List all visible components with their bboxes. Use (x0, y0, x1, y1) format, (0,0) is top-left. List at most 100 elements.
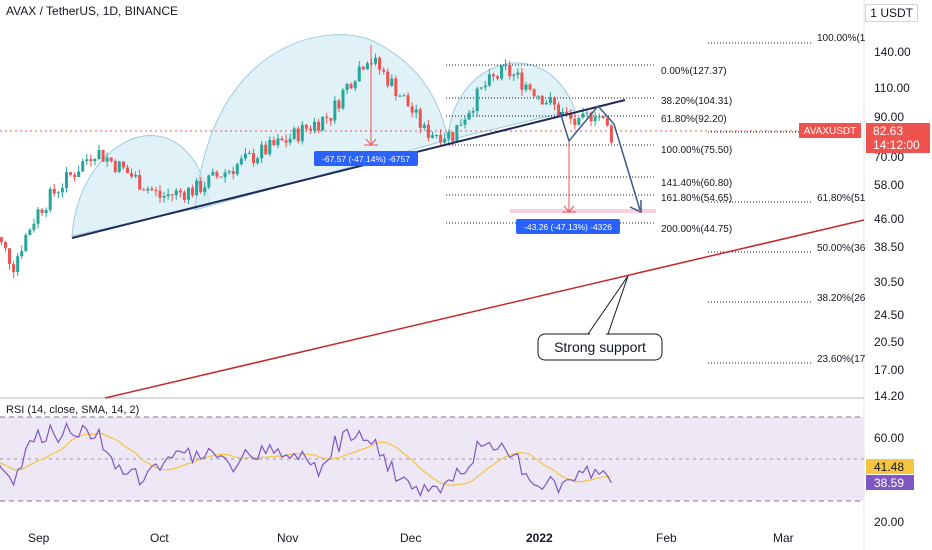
candle-body (231, 171, 235, 175)
candle-body (89, 159, 93, 162)
fib-outer (708, 42, 812, 364)
candle-body (443, 138, 447, 143)
candle-body (536, 95, 540, 97)
candle-body (565, 112, 569, 114)
candle-body (577, 117, 581, 125)
candle-body (406, 95, 410, 107)
price-tick: 140.00 (874, 45, 911, 59)
fib-labels-outer: 100.00%(1 61.80%(51 50.00%(36 38.20%(26 … (817, 33, 866, 365)
currency-unit[interactable]: 1 USDT (865, 4, 918, 22)
candle-body (207, 175, 211, 188)
currency-unit-label: USDT (880, 6, 913, 20)
candle-body (500, 65, 504, 79)
candle-body (150, 188, 154, 191)
rsi-sma-line (0, 432, 612, 486)
rsi-band (0, 417, 864, 501)
measure-arrow-1 (364, 45, 378, 146)
candle-body (471, 111, 475, 113)
candle-body (195, 180, 199, 196)
time-tick: Feb (656, 531, 677, 545)
candle-body (134, 174, 138, 177)
candle-body (325, 116, 329, 118)
time-tick: Dec (400, 531, 421, 545)
pattern-domes (71, 34, 576, 237)
candle-body (182, 192, 186, 200)
strong-support-line[interactable] (104, 219, 865, 399)
price-tick: 20.50 (874, 335, 904, 349)
rsi-tick: 60.00 (874, 431, 904, 445)
candle-body (304, 124, 308, 129)
fib-label: 61.80%(92.20) (661, 114, 727, 125)
measure-label-1: -67.57 (-47.14%) -6757 (314, 151, 418, 166)
last-price-tag: AVAXUSDT 82.63 14:12:00 (799, 123, 930, 153)
candle-body (280, 138, 284, 141)
candle-body (451, 131, 455, 142)
candle-body (3, 242, 7, 249)
candle-body (20, 251, 24, 257)
rsi-indicator-label[interactable]: RSI (14, close, SMA, 14, 2) (6, 404, 140, 416)
candle-body (121, 161, 125, 168)
candle-body (101, 149, 105, 162)
candle-body (491, 74, 495, 77)
price-axis[interactable]: 140.00 110.00 90.00 70.00 58.00 46.00 38… (874, 45, 911, 403)
neckline-trendline[interactable] (71, 99, 626, 239)
candle-body (60, 188, 64, 193)
candle-body (243, 153, 247, 159)
candle-body (390, 78, 394, 86)
fib-label: 50.00%(36 (817, 243, 866, 254)
candle-body (174, 190, 178, 196)
fib-label: 0.00%(127.37) (661, 66, 727, 77)
candle-body (154, 190, 158, 192)
candle-body (52, 188, 56, 194)
candle-body (459, 124, 463, 126)
candle-body (44, 209, 48, 214)
last-price-countdown: 14:12:00 (873, 138, 920, 152)
candle-body (81, 161, 85, 172)
price-tick: 17.00 (874, 363, 904, 377)
measure-label-2: -43.26 (-47.13%) -4326 (516, 219, 620, 234)
price-tick: 58.00 (874, 178, 904, 192)
time-axis[interactable]: Sep Oct Nov Dec 2022 Feb Mar (28, 531, 794, 545)
candle-body (439, 134, 443, 143)
candle-body (597, 116, 601, 118)
currency-unit-prefix: 1 (870, 6, 877, 20)
candle-body (430, 135, 434, 138)
candle-body (142, 189, 146, 191)
candle-body (361, 66, 365, 70)
candle-body (276, 138, 280, 146)
candle-body (552, 97, 556, 105)
candle-body (353, 81, 357, 89)
candle-body (455, 124, 459, 142)
candle-body (77, 171, 81, 177)
candle-body (426, 124, 430, 138)
candle-body (435, 134, 439, 136)
candles (0, 53, 613, 278)
fib-label: 38.20%(26 (817, 293, 866, 304)
candle-body (256, 158, 260, 164)
fib-label: 61.80%(51 (817, 193, 866, 204)
candle-body (158, 190, 162, 198)
candle-body (581, 113, 585, 118)
candle-body (337, 100, 341, 109)
candle-body (64, 172, 68, 189)
candle-body (48, 188, 52, 210)
rsi-sma-value: 41.48 (874, 460, 904, 474)
rsi-axis[interactable]: 60.00 20.00 (874, 431, 904, 529)
candle-body (402, 95, 406, 97)
fib-labels-inner: 0.00%(127.37) 38.20%(104.31) 61.80%(92.2… (661, 66, 732, 235)
candle-body (16, 256, 20, 273)
candle-body (191, 187, 195, 196)
candle-body (105, 157, 109, 162)
price-tick: 24.50 (874, 308, 904, 322)
fib-label: 100.00%(75.50) (661, 145, 732, 156)
candle-body (268, 140, 272, 155)
rsi-line (0, 421, 612, 498)
candle-body (264, 144, 268, 155)
last-price-symbol: AVAXUSDT (804, 126, 856, 137)
candle-body (418, 109, 422, 128)
candle-body (24, 234, 28, 252)
candle-body (170, 194, 174, 196)
candle-body (374, 57, 378, 64)
candle-body (475, 88, 479, 112)
